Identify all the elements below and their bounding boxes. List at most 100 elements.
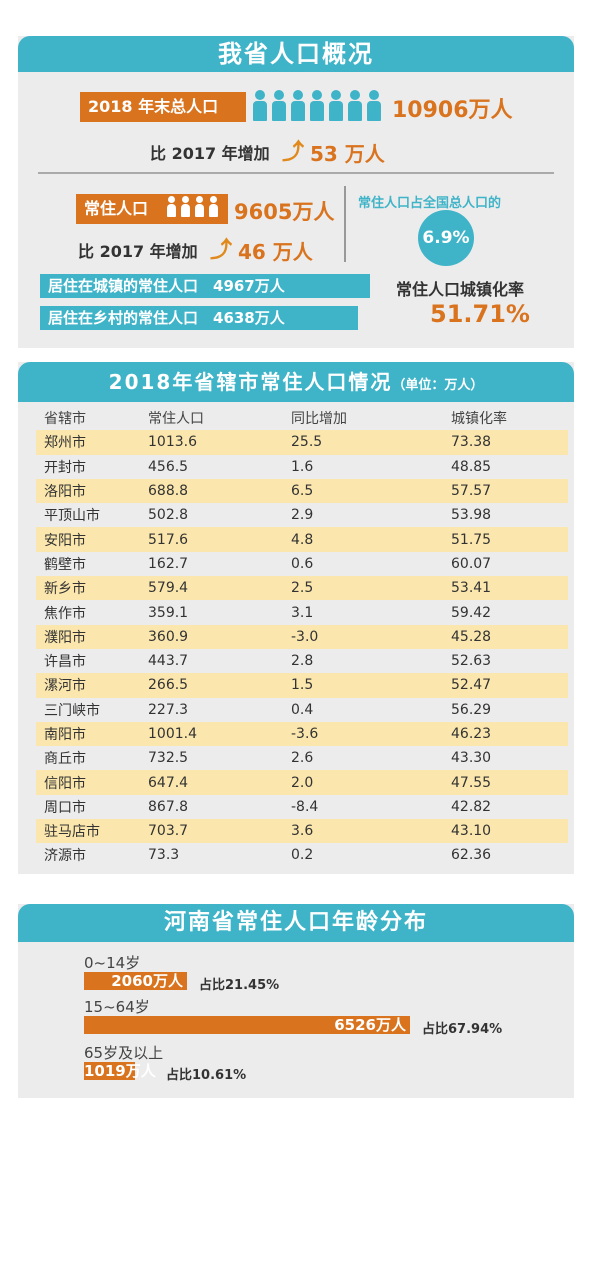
resident-increase-label: 比 2017 年增加 bbox=[78, 242, 198, 261]
age-share: 占比21.45% bbox=[199, 978, 280, 993]
yoy-increase-cell: 3.6 bbox=[291, 823, 314, 840]
yoy-increase-cell: 0.6 bbox=[291, 555, 314, 572]
city-name-cell: 濮阳市 bbox=[44, 629, 86, 646]
column-header: 同比增加 bbox=[291, 411, 347, 428]
total-increase-value: 53 万人 bbox=[310, 142, 385, 166]
resident-population-cell: 359.1 bbox=[148, 604, 189, 621]
table-row: 焦作市 359.1 3.1 59.42 bbox=[36, 600, 568, 624]
urbanization-rate-cell: 59.42 bbox=[451, 604, 492, 621]
urbanization-rate-cell: 43.30 bbox=[451, 750, 492, 767]
resident-population-cell: 443.7 bbox=[148, 653, 189, 670]
column-header: 省辖市 bbox=[44, 411, 86, 428]
rural-resident-bar: 居住在乡村的常住人口 4638万人 bbox=[40, 306, 358, 330]
age-bar: 2060万人 bbox=[84, 972, 187, 990]
city-table-title: 2018年省辖市常住人口情况（单位：万人） bbox=[18, 362, 574, 402]
city-name-cell: 商丘市 bbox=[44, 751, 86, 768]
urbanization-rate-cell: 47.55 bbox=[451, 774, 492, 791]
person-icon bbox=[328, 90, 344, 121]
urbanization-rate-cell: 73.38 bbox=[451, 434, 492, 451]
city-name-cell: 安阳市 bbox=[44, 532, 86, 549]
resident-population-cell: 579.4 bbox=[148, 580, 189, 597]
resident-population-cell: 1001.4 bbox=[148, 726, 197, 742]
resident-population-value: 9605万人 bbox=[234, 200, 335, 224]
age-group-label: 65岁及以上 bbox=[84, 1044, 164, 1062]
person-icon bbox=[347, 90, 363, 121]
person-icon bbox=[194, 196, 205, 217]
yoy-increase-cell: 6.5 bbox=[291, 483, 314, 500]
urbanization-rate-cell: 45.28 bbox=[451, 628, 492, 645]
age-group-label: 0~14岁 bbox=[84, 954, 141, 972]
urbanization-rate-cell: 56.29 bbox=[451, 701, 492, 718]
person-icon bbox=[166, 196, 177, 217]
person-icon bbox=[180, 196, 191, 217]
city-name-cell: 焦作市 bbox=[44, 605, 86, 622]
unit-label: （单位：万人） bbox=[392, 378, 484, 393]
resident-population-cell: 1013.6 bbox=[148, 434, 197, 451]
resident-increase-value: 46 万人 bbox=[238, 240, 313, 264]
city-name-cell: 南阳市 bbox=[44, 727, 86, 743]
city-name-cell: 许昌市 bbox=[44, 654, 86, 671]
person-icon bbox=[208, 196, 219, 217]
city-name-cell: 三门峡市 bbox=[44, 702, 100, 719]
urbanization-rate-cell: 42.82 bbox=[451, 798, 492, 815]
table-row: 平顶山市 502.8 2.9 53.98 bbox=[36, 503, 568, 527]
people-icons-total bbox=[252, 90, 382, 121]
divider bbox=[38, 172, 554, 174]
city-name-cell: 郑州市 bbox=[44, 435, 86, 452]
resident-population-cell: 266.5 bbox=[148, 677, 189, 694]
table-row: 濮阳市 360.9 -3.0 45.28 bbox=[36, 624, 568, 649]
city-name-cell: 周口市 bbox=[44, 799, 86, 816]
table-row: 漯河市 266.5 1.5 52.47 bbox=[36, 673, 568, 698]
arrow-up-icon: ⤴ bbox=[282, 140, 305, 165]
urbanization-rate-cell: 52.47 bbox=[451, 677, 492, 694]
table-row: 鹤壁市 162.7 0.6 60.07 bbox=[36, 552, 568, 576]
yoy-increase-cell: 2.8 bbox=[291, 653, 314, 670]
resident-population-cell: 502.8 bbox=[148, 507, 189, 524]
resident-population-cell: 162.7 bbox=[148, 555, 189, 572]
table-header-row: 省辖市 常住人口 同比增加 城镇化率 bbox=[36, 406, 568, 430]
resident-population-cell: 732.5 bbox=[148, 750, 189, 767]
person-icon bbox=[271, 90, 287, 121]
urban-resident-bar: 居住在城镇的常住人口 4967万人 bbox=[40, 274, 370, 298]
city-name-cell: 漯河市 bbox=[44, 678, 86, 695]
yoy-increase-cell: 4.8 bbox=[291, 531, 314, 548]
urbanization-value: 51.71% bbox=[430, 300, 530, 328]
table-row: 开封市 456.5 1.6 48.85 bbox=[36, 455, 568, 479]
person-icon bbox=[290, 90, 306, 121]
yoy-increase-cell: 2.9 bbox=[291, 507, 314, 524]
resident-population-cell: 867.8 bbox=[148, 798, 189, 815]
age-group-label: 15~64岁 bbox=[84, 998, 150, 1016]
age-distribution-title: 河南省常住人口年龄分布 bbox=[18, 904, 574, 942]
table-row: 驻马店市 703.7 3.6 43.10 bbox=[36, 819, 568, 844]
age-share: 占比10.61% bbox=[166, 1068, 247, 1083]
age-share: 占比67.94% bbox=[422, 1022, 503, 1037]
column-header: 城镇化率 bbox=[451, 411, 507, 428]
person-icon bbox=[252, 90, 268, 121]
city-name-cell: 驻马店市 bbox=[44, 824, 100, 841]
table-row: 许昌市 443.7 2.8 52.63 bbox=[36, 649, 568, 673]
people-icons-resident bbox=[166, 196, 219, 217]
overview-title: 我省人口概况 bbox=[18, 36, 574, 72]
yoy-increase-cell: 0.2 bbox=[291, 847, 314, 864]
yoy-increase-cell: 1.5 bbox=[291, 677, 314, 694]
resident-population-cell: 688.8 bbox=[148, 483, 189, 500]
table-row: 安阳市 517.6 4.8 51.75 bbox=[36, 527, 568, 552]
resident-population-cell: 227.3 bbox=[148, 701, 189, 718]
yoy-increase-cell: 2.6 bbox=[291, 750, 314, 767]
resident-population-cell: 703.7 bbox=[148, 823, 189, 840]
yoy-increase-cell: 1.6 bbox=[291, 458, 314, 475]
city-name-cell: 开封市 bbox=[44, 459, 86, 476]
table-row: 郑州市 1013.6 25.5 73.38 bbox=[36, 430, 568, 455]
national-share-badge: 6.9% bbox=[418, 210, 474, 266]
resident-population-cell: 517.6 bbox=[148, 531, 189, 548]
yoy-increase-cell: 2.0 bbox=[291, 774, 314, 791]
table-row: 周口市 867.8 -8.4 42.82 bbox=[36, 795, 568, 819]
urbanization-rate-cell: 60.07 bbox=[451, 555, 492, 572]
age-bar: 1019万人 bbox=[84, 1062, 156, 1080]
city-name-cell: 洛阳市 bbox=[44, 484, 86, 501]
age-bar: 6526万人 bbox=[84, 1016, 410, 1034]
city-name-cell: 新乡市 bbox=[44, 581, 86, 598]
urbanization-rate-cell: 57.57 bbox=[451, 483, 492, 500]
city-population-table: 省辖市 常住人口 同比增加 城镇化率 郑州市 1013.6 25.5 73.38 开封市… bbox=[36, 406, 568, 868]
table-row: 商丘市 732.5 2.6 43.30 bbox=[36, 746, 568, 770]
